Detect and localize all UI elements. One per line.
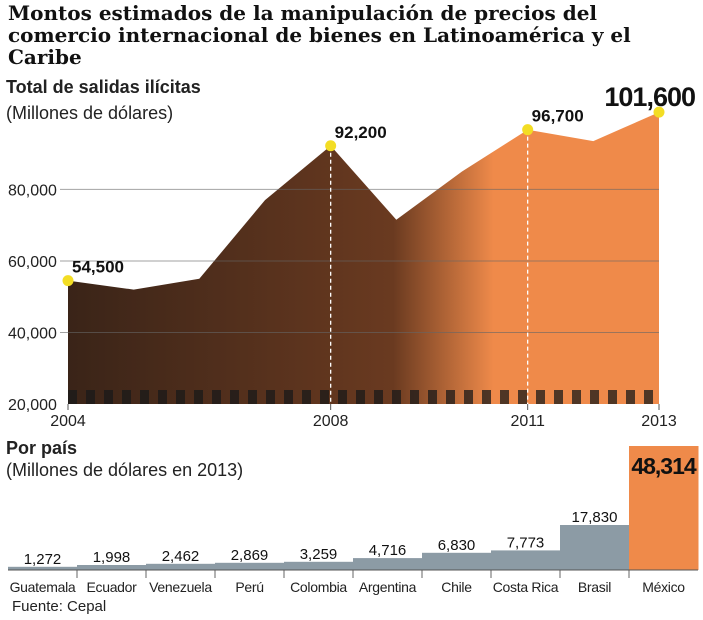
x-tick-label: 2004 [50, 413, 86, 430]
bar-value-label: 7,773 [507, 534, 545, 551]
bar-chart-subtitle: (Millones de dólares en 2013) [6, 460, 244, 480]
bar-value-label: 3,259 [300, 546, 338, 563]
area-chart-title: Total de salidas ilícitas [6, 77, 201, 97]
bar [215, 562, 285, 570]
category-label: México [642, 579, 685, 595]
bar-value-label: 4,716 [369, 542, 407, 559]
x-tick-label: 2008 [313, 413, 349, 430]
category-label: Costa Rica [493, 579, 559, 595]
category-label: Venezuela [149, 579, 212, 595]
bar-value-label: 1,272 [24, 551, 62, 568]
bar [491, 550, 561, 570]
bar-value-label: 48,314 [631, 453, 697, 479]
category-label: Chile [441, 579, 472, 595]
chart-title: Montos estimados de la manipulación de p… [8, 1, 631, 69]
y-tick-label: 80,000 [8, 182, 57, 199]
y-tick-label: 20,000 [8, 397, 57, 414]
highlight-point [325, 140, 337, 152]
data-label: 101,600 [604, 82, 695, 112]
y-tick-label: 60,000 [8, 254, 57, 271]
bar [146, 563, 216, 570]
data-label: 54,500 [72, 258, 124, 277]
data-label: 92,200 [335, 123, 387, 142]
bar-value-label: 17,830 [572, 509, 618, 526]
source-note: Fuente: Cepal [12, 598, 107, 615]
bar-value-label: 6,830 [438, 537, 476, 554]
category-label: Guatemala [10, 579, 76, 595]
bar-value-label: 2,869 [231, 547, 269, 564]
x-tick-label: 2013 [641, 413, 677, 430]
x-tick-label: 2011 [510, 413, 545, 430]
highlight-point [62, 275, 74, 287]
area-base-band [68, 390, 653, 404]
bar [422, 552, 492, 570]
y-tick-label: 40,000 [8, 325, 57, 342]
bar [629, 446, 699, 570]
category-label: Perú [235, 579, 263, 595]
category-label: Ecuador [86, 579, 137, 595]
bar [77, 565, 147, 570]
area-series [68, 112, 659, 404]
category-label: Brasil [578, 579, 611, 595]
highlight-point [522, 124, 534, 136]
category-label: Colombia [290, 579, 347, 595]
bar [284, 561, 354, 570]
bar-chart-title: Por país [6, 438, 78, 458]
bar [8, 566, 78, 570]
category-label: Argentina [359, 579, 417, 595]
bar-value-label: 2,462 [162, 548, 200, 565]
bar-value-label: 1,998 [93, 549, 131, 566]
highlight-point [653, 106, 665, 118]
data-label: 96,700 [532, 107, 584, 126]
bar [353, 558, 423, 570]
bar [560, 525, 630, 570]
area-chart-subtitle: (Millones de dólares) [6, 103, 174, 123]
